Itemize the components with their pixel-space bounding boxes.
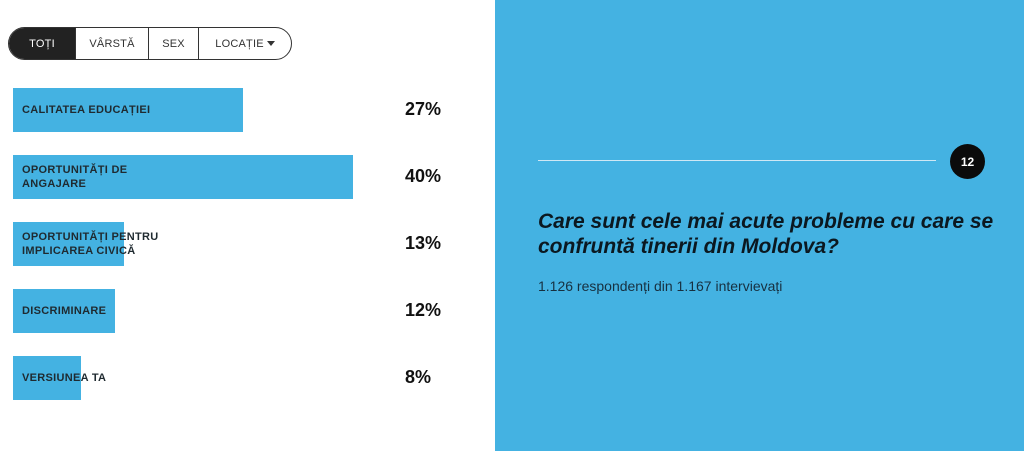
filter-tabs: TOȚI VÂRSTĂ SEX LOCAȚIE (8, 27, 292, 60)
results-panel: TOȚI VÂRSTĂ SEX LOCAȚIE CALITATEA EDUCAȚ… (0, 0, 495, 451)
question-title: Care sunt cele mai acute probleme cu car… (538, 210, 994, 258)
bar (13, 356, 81, 400)
bar-value-label: 27% (405, 99, 442, 119)
bar-label: VERSIUNEA TA (22, 372, 107, 384)
bar (13, 289, 115, 333)
tab-sex[interactable]: SEX (149, 28, 199, 59)
tab-label: LOCAȚIE (215, 37, 264, 50)
tab-label: SEX (162, 37, 185, 50)
question-number-badge: 12 (950, 144, 985, 179)
caret-down-icon (266, 41, 275, 46)
bar (13, 88, 243, 132)
tab-locatie[interactable]: LOCAȚIE (199, 28, 291, 59)
bar-label: DISCRIMINARE (22, 305, 107, 317)
tab-label: TOȚI (29, 37, 55, 50)
bar-value-label: 12% (405, 300, 442, 320)
bar (13, 155, 353, 199)
tab-label: VÂRSTĂ (89, 37, 135, 50)
tab-varsta[interactable]: VÂRSTĂ (76, 28, 149, 59)
bar-label: OPORTUNITĂȚI PENTRU IMPLICAREA CIVICĂ (22, 231, 159, 257)
bar-chart: CALITATEA EDUCAȚIEI 27% OPORTUNITĂȚI DE AN… (0, 0, 495, 451)
tab-toti[interactable]: TOȚI (9, 28, 76, 59)
bar-label: OPORTUNITĂȚI DE ANGAJARE (22, 164, 128, 190)
bar-value-label: 13% (405, 233, 442, 253)
bar-label: CALITATEA EDUCAȚIEI (22, 104, 151, 116)
respondents-count: 1.126 respondenți din 1.167 intervievați (538, 278, 783, 294)
bar-value-label: 40% (405, 166, 442, 186)
question-panel (495, 0, 1024, 451)
divider-line (538, 160, 936, 161)
bar (13, 222, 124, 266)
bar-value-label: 8% (405, 367, 432, 387)
